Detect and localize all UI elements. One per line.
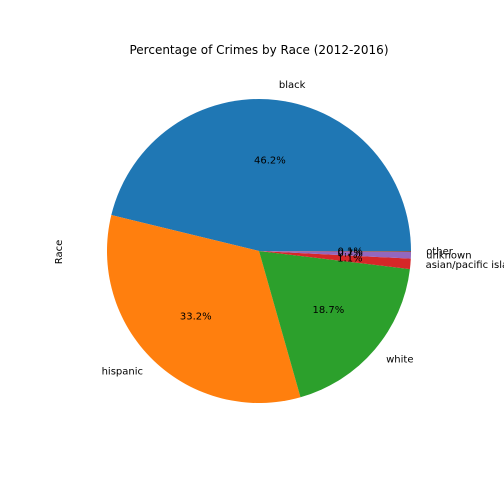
pie-slice-asian-pacific-islander (259, 251, 411, 270)
y-axis-label: Race (54, 240, 65, 265)
pie-percent-label-white: 18.7% (312, 305, 344, 316)
pie-slice-white (259, 251, 410, 398)
pie-percent-label-asian-pacific-islander: 1.1% (337, 254, 362, 265)
pie-category-label-black: black (279, 80, 306, 91)
pie-slice-other (259, 251, 411, 252)
pie-category-label-hispanic: hispanic (102, 366, 143, 377)
pie-category-label-asian-pacific-islander: asian/pacific islander (426, 260, 504, 271)
pie-percent-label-hispanic: 33.2% (180, 312, 212, 323)
pie-slice-black (111, 98, 411, 251)
pie-percent-label-black: 46.2% (254, 155, 286, 166)
pie-percent-label-unknown: 0.7% (337, 249, 362, 260)
pie-percent-label-other: 0.1% (337, 246, 362, 257)
pie-category-label-other: other (426, 247, 454, 258)
pie-slice-hispanic (107, 215, 301, 404)
pie-category-label-white: white (386, 355, 413, 366)
chart-title: Percentage of Crimes by Race (2012-2016) (129, 43, 388, 57)
pie-percent-labels: 46.2% 33.2% 18.7% 1.1%0.7%0.1% (180, 155, 363, 322)
pie-category-labels: black hispanic white asian/pacific islander… (102, 80, 504, 377)
pie-slices (107, 98, 411, 404)
pie-category-label-unknown: unknown (426, 251, 471, 262)
pie-slice-unknown (259, 251, 411, 259)
